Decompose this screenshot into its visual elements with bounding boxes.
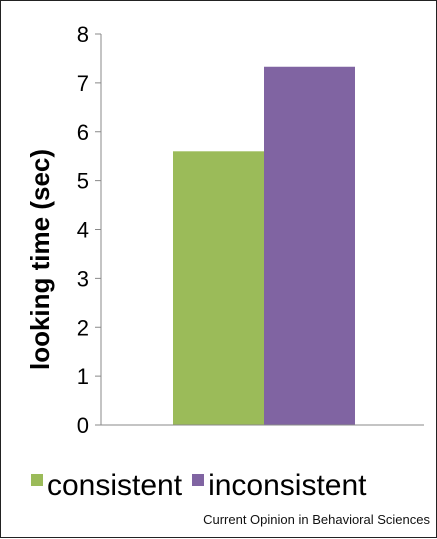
y-tick-label-6: 6 bbox=[77, 120, 89, 145]
bars bbox=[173, 66, 355, 426]
legend-swatch-consistent bbox=[31, 474, 43, 486]
bar-inconsistent bbox=[264, 66, 355, 425]
y-axis-label: looking time (sec) bbox=[25, 149, 55, 370]
legend: consistent inconsistent bbox=[31, 471, 377, 501]
y-tick-label-8: 8 bbox=[77, 22, 89, 47]
y-tick-label-1: 1 bbox=[77, 364, 89, 389]
legend-label-consistent: consistent bbox=[47, 469, 183, 502]
y-tick-label-3: 3 bbox=[77, 266, 89, 291]
legend-swatch-inconsistent bbox=[192, 474, 205, 486]
y-ticks: 0 1 2 3 4 5 6 7 8 bbox=[77, 22, 101, 438]
y-tick-label-7: 7 bbox=[77, 71, 89, 96]
y-tick-label-5: 5 bbox=[77, 169, 89, 194]
y-tick-label-2: 2 bbox=[77, 315, 89, 340]
legend-label-inconsistent: inconsistent bbox=[208, 469, 367, 502]
y-tick-label-4: 4 bbox=[77, 218, 89, 243]
legend-item-consistent: consistent bbox=[31, 471, 182, 501]
legend-item-inconsistent: inconsistent bbox=[192, 469, 367, 502]
y-tick-label-0: 0 bbox=[77, 413, 89, 438]
source-credit: Current Opinion in Behavioral Sciences bbox=[203, 512, 430, 527]
bar-consistent bbox=[173, 151, 264, 426]
